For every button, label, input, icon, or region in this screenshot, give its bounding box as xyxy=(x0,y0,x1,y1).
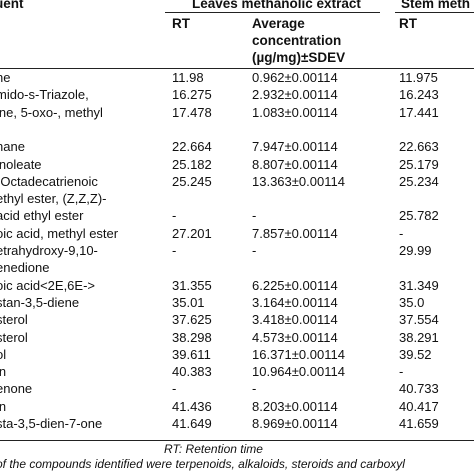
leaves-concentration-cell: 4.573±0.00114 xyxy=(252,329,338,345)
stem-rt-cell: 25.234 xyxy=(399,173,439,189)
leaves-concentration-cell: 3.164±0.00114 xyxy=(252,294,338,310)
constituent-cell: etrahydroxy-9,10- xyxy=(0,243,98,258)
header-bottom-rule xyxy=(0,68,474,69)
stem-rt-cell: 40.733 xyxy=(399,381,439,397)
constituent-cell: ethyl ester, (Z,Z,Z)- xyxy=(0,191,107,207)
stem-group-underline xyxy=(395,12,474,13)
leaves-rt-cell: 25.182 xyxy=(172,156,212,172)
stem-rt-cell: 40.417 xyxy=(399,398,439,414)
constituent-cell: enone xyxy=(0,381,33,397)
leaves-rt-header: RT xyxy=(172,16,190,31)
stem-rt-header: RT xyxy=(399,16,417,31)
constituent-cell: stan-3,5-diene xyxy=(0,294,80,310)
leaves-group-underline xyxy=(165,12,380,13)
constituent-cell: ne xyxy=(0,70,11,85)
avg-concentration-header-line2: concentration xyxy=(252,33,342,48)
leaves-concentration-cell: 7.947±0.00114 xyxy=(252,139,338,155)
constituent-cell: inoleate xyxy=(0,156,42,172)
stem-rt-cell: 37.554 xyxy=(399,312,439,328)
footnote-rt: RT: Retention time xyxy=(164,442,263,456)
leaves-rt-cell: 17.478 xyxy=(172,104,212,120)
stem-rt-cell: 29.99 xyxy=(399,243,432,258)
stem-rt-cell: 25.782 xyxy=(399,208,439,224)
leaves-concentration-cell: 6.225±0.00114 xyxy=(252,277,338,293)
leaves-rt-cell: 11.98 xyxy=(172,70,204,85)
constituent-cell: sta-3,5-dien-7-one xyxy=(0,416,103,431)
leaves-rt-cell: 39.611 xyxy=(172,346,211,362)
table-bottom-rule xyxy=(0,440,474,441)
footnote-compounds: of the compounds identified were terpeno… xyxy=(0,457,405,471)
stem-rt-cell: 17.441 xyxy=(399,104,439,120)
leaves-rt-cell: 16.275 xyxy=(172,87,212,103)
stem-rt-cell: 41.659 xyxy=(399,416,439,431)
leaves-rt-cell: 41.649 xyxy=(172,416,212,431)
leaves-concentration-cell: - xyxy=(252,208,257,224)
leaves-concentration-cell: 3.418±0.00114 xyxy=(252,312,338,328)
constituent-cell: oic acid, methyl ester xyxy=(0,225,119,241)
leaves-rt-cell: - xyxy=(172,208,177,224)
leaves-rt-cell: 35.01 xyxy=(172,294,205,310)
constituent-cell: -Octadecatrienoic xyxy=(0,173,98,189)
stem-rt-cell: 25.179 xyxy=(399,156,439,172)
leaves-concentration-cell: 10.964±0.00114 xyxy=(252,364,345,380)
leaves-rt-cell: - xyxy=(172,243,177,258)
constituent-header: uent xyxy=(0,0,24,11)
avg-concentration-header-line1: Average xyxy=(252,16,305,31)
constituent-cell: in xyxy=(0,364,7,380)
constituent-cell: acid ethyl ester xyxy=(0,208,84,224)
leaves-concentration-cell: 0.962±0.00114 xyxy=(252,70,338,85)
stem-rt-cell: 39.52 xyxy=(399,346,432,362)
leaves-concentration-cell: - xyxy=(252,381,257,397)
leaves-concentration-cell: 8.203±0.00114 xyxy=(252,398,338,414)
leaves-concentration-cell: 13.363±0.00114 xyxy=(252,173,345,189)
constituent-cell: ine, 5-oxo-, methyl xyxy=(0,104,103,120)
constituent-cell: oic acid<2E,6E-> xyxy=(0,277,96,293)
avg-concentration-header-line3: (µg/mg)±SDEV xyxy=(252,50,346,65)
stem-rt-cell: - xyxy=(399,364,404,380)
leaves-concentration-cell: 8.807±0.00114 xyxy=(252,156,338,172)
leaves-concentration-cell: 16.371±0.00114 xyxy=(252,346,345,362)
leaves-rt-cell: 38.298 xyxy=(172,329,212,345)
leaves-rt-cell: 25.245 xyxy=(172,173,212,189)
leaves-rt-cell: - xyxy=(172,381,177,397)
leaves-concentration-cell: 1.083±0.00114 xyxy=(252,104,338,120)
stem-rt-cell: 35.0 xyxy=(399,294,425,310)
leaves-rt-cell: 31.355 xyxy=(172,277,212,293)
leaves-rt-cell: 41.436 xyxy=(172,398,212,414)
leaves-extract-header: Leaves methanolic extract xyxy=(192,0,361,11)
leaves-concentration-cell: 8.969±0.00114 xyxy=(252,416,338,431)
constituent-cell: enedione xyxy=(0,260,50,276)
leaves-rt-cell: 37.625 xyxy=(172,312,212,328)
stem-rt-cell: 22.663 xyxy=(399,139,439,155)
constituent-cell: nane xyxy=(0,139,25,155)
stem-rt-cell: - xyxy=(399,225,404,241)
leaves-rt-cell: 40.383 xyxy=(172,364,212,380)
leaves-concentration-cell: 7.857±0.00114 xyxy=(252,225,338,241)
leaves-concentration-cell: 2.932±0.00114 xyxy=(252,87,338,103)
constituent-cell: ol xyxy=(0,346,7,362)
leaves-rt-cell: 22.664 xyxy=(172,139,212,155)
constituent-cell: sterol xyxy=(0,312,28,328)
stem-extract-header: Stem meth xyxy=(401,0,471,11)
stem-rt-cell: 16.243 xyxy=(399,87,439,103)
constituent-cell: in xyxy=(0,398,7,414)
leaves-rt-cell: 27.201 xyxy=(172,225,212,241)
constituent-cell: mido-s-Triazole, xyxy=(0,87,89,103)
stem-rt-cell: 31.349 xyxy=(399,277,439,293)
stem-rt-cell: 38.291 xyxy=(399,329,439,345)
constituent-cell: sterol xyxy=(0,329,28,345)
stem-rt-cell: 11.975 xyxy=(399,70,438,85)
leaves-concentration-cell: - xyxy=(252,243,257,258)
